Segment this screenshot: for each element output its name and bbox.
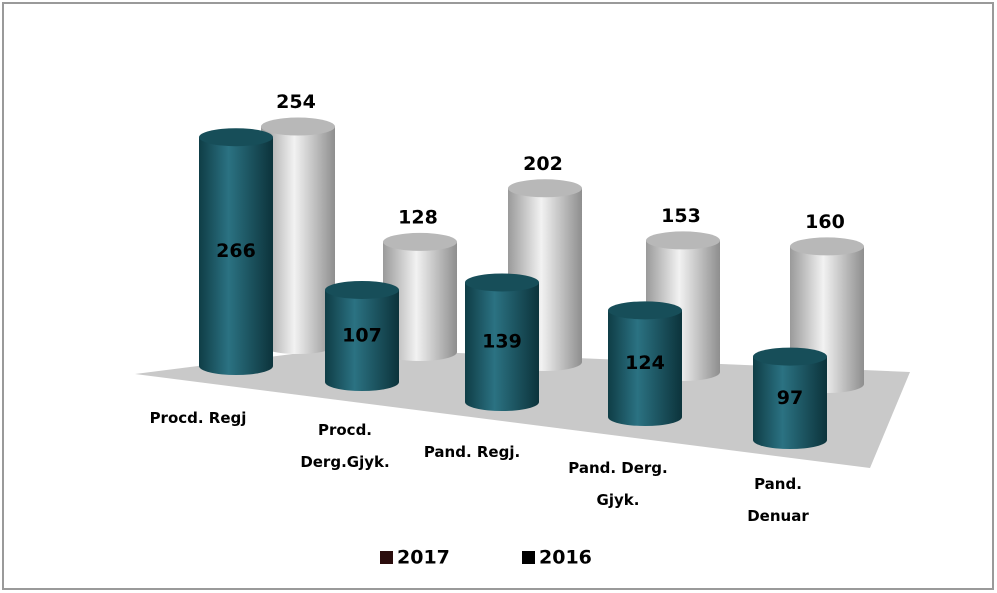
bar-2016-part <box>646 231 720 250</box>
bar-2016-part <box>261 117 335 136</box>
bar-2017 <box>199 128 273 375</box>
value-label: 107 <box>342 324 382 346</box>
bar-2017-part <box>325 280 399 299</box>
category-label: Pand. Derg. Gjyk. <box>568 459 668 509</box>
bar-2017-part <box>608 310 682 417</box>
bar-2017 <box>325 280 399 391</box>
bar-2017 <box>465 273 539 411</box>
legend-marker <box>522 551 535 564</box>
bar-2016-part <box>508 179 582 198</box>
bar-2017-part <box>465 282 539 402</box>
bar-2017-part <box>199 137 273 366</box>
value-label: 254 <box>276 91 316 113</box>
category-label: Pand. Denuar <box>747 475 809 525</box>
bar-2016 <box>383 232 457 361</box>
bar-2017-part <box>325 289 399 382</box>
value-label: 139 <box>482 331 522 353</box>
bar-2016 <box>261 117 335 354</box>
bar-2016-part <box>383 232 457 251</box>
legend-marker <box>380 551 393 564</box>
bar-2017-part <box>608 301 682 320</box>
bar-2017-part <box>753 356 827 440</box>
bar-2016-part <box>790 237 864 256</box>
value-label: 153 <box>661 205 701 227</box>
bar-2017-part <box>465 273 539 292</box>
category-label: Pand. Regj. <box>423 443 521 461</box>
legend-label: 2017 <box>397 547 450 569</box>
legend-label: 2016 <box>539 547 592 569</box>
bar-2017-part <box>199 128 273 147</box>
bar-2017 <box>608 301 682 426</box>
value-label: 128 <box>398 206 438 228</box>
value-label: 266 <box>216 240 256 262</box>
value-label: 160 <box>805 211 845 233</box>
value-label: 124 <box>625 352 665 374</box>
category-label: Procd. Regj <box>149 409 247 427</box>
category-label: Procd. Derg.Gjyk. <box>300 421 390 471</box>
bar-2017 <box>753 347 827 449</box>
value-label: 202 <box>523 153 563 175</box>
value-label: 97 <box>777 387 803 409</box>
bar-2016-part <box>261 126 335 345</box>
bar-2017-part <box>753 347 827 366</box>
